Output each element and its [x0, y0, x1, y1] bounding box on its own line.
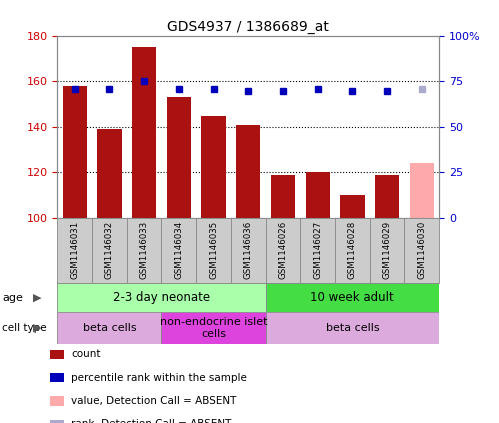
Text: ▶: ▶ — [33, 323, 42, 333]
FancyBboxPatch shape — [196, 218, 231, 283]
Text: GSM1146034: GSM1146034 — [174, 220, 183, 279]
Text: GSM1146035: GSM1146035 — [209, 220, 218, 279]
Bar — [375, 175, 399, 218]
Text: GSM1146032: GSM1146032 — [105, 220, 114, 279]
Bar — [202, 115, 226, 218]
FancyBboxPatch shape — [370, 218, 404, 283]
Bar — [97, 129, 122, 218]
FancyBboxPatch shape — [404, 218, 439, 283]
Text: GSM1146029: GSM1146029 — [383, 220, 392, 279]
FancyBboxPatch shape — [231, 218, 265, 283]
Text: GSM1146030: GSM1146030 — [417, 220, 426, 279]
Bar — [62, 86, 87, 218]
Text: GSM1146033: GSM1146033 — [140, 220, 149, 279]
FancyBboxPatch shape — [57, 312, 162, 344]
Bar — [132, 47, 156, 218]
Text: non-endocrine islet
cells: non-endocrine islet cells — [160, 317, 267, 339]
Bar — [410, 163, 434, 218]
FancyBboxPatch shape — [127, 218, 162, 283]
Text: beta cells: beta cells — [83, 323, 136, 333]
Text: age: age — [2, 293, 23, 303]
Text: count: count — [71, 349, 101, 360]
Text: percentile rank within the sample: percentile rank within the sample — [71, 373, 247, 383]
Text: GSM1146027: GSM1146027 — [313, 220, 322, 279]
FancyBboxPatch shape — [265, 312, 439, 344]
FancyBboxPatch shape — [57, 283, 265, 312]
Text: GSM1146026: GSM1146026 — [278, 220, 287, 279]
Text: 10 week adult: 10 week adult — [310, 291, 394, 304]
Text: GSM1146028: GSM1146028 — [348, 220, 357, 279]
FancyBboxPatch shape — [265, 283, 439, 312]
Text: rank, Detection Call = ABSENT: rank, Detection Call = ABSENT — [71, 419, 232, 423]
FancyBboxPatch shape — [92, 218, 127, 283]
Text: beta cells: beta cells — [325, 323, 379, 333]
FancyBboxPatch shape — [300, 218, 335, 283]
Bar — [340, 195, 364, 218]
Text: cell type: cell type — [2, 323, 47, 333]
Text: GSM1146036: GSM1146036 — [244, 220, 253, 279]
FancyBboxPatch shape — [265, 218, 300, 283]
Text: value, Detection Call = ABSENT: value, Detection Call = ABSENT — [71, 396, 237, 406]
FancyBboxPatch shape — [57, 218, 92, 283]
FancyBboxPatch shape — [335, 218, 370, 283]
FancyBboxPatch shape — [162, 218, 196, 283]
Bar — [305, 173, 330, 218]
Text: 2-3 day neonate: 2-3 day neonate — [113, 291, 210, 304]
Text: GSM1146031: GSM1146031 — [70, 220, 79, 279]
Bar — [236, 125, 260, 218]
Title: GDS4937 / 1386689_at: GDS4937 / 1386689_at — [167, 19, 329, 33]
Bar — [271, 175, 295, 218]
Bar — [167, 97, 191, 218]
FancyBboxPatch shape — [162, 312, 265, 344]
Text: ▶: ▶ — [33, 293, 42, 303]
